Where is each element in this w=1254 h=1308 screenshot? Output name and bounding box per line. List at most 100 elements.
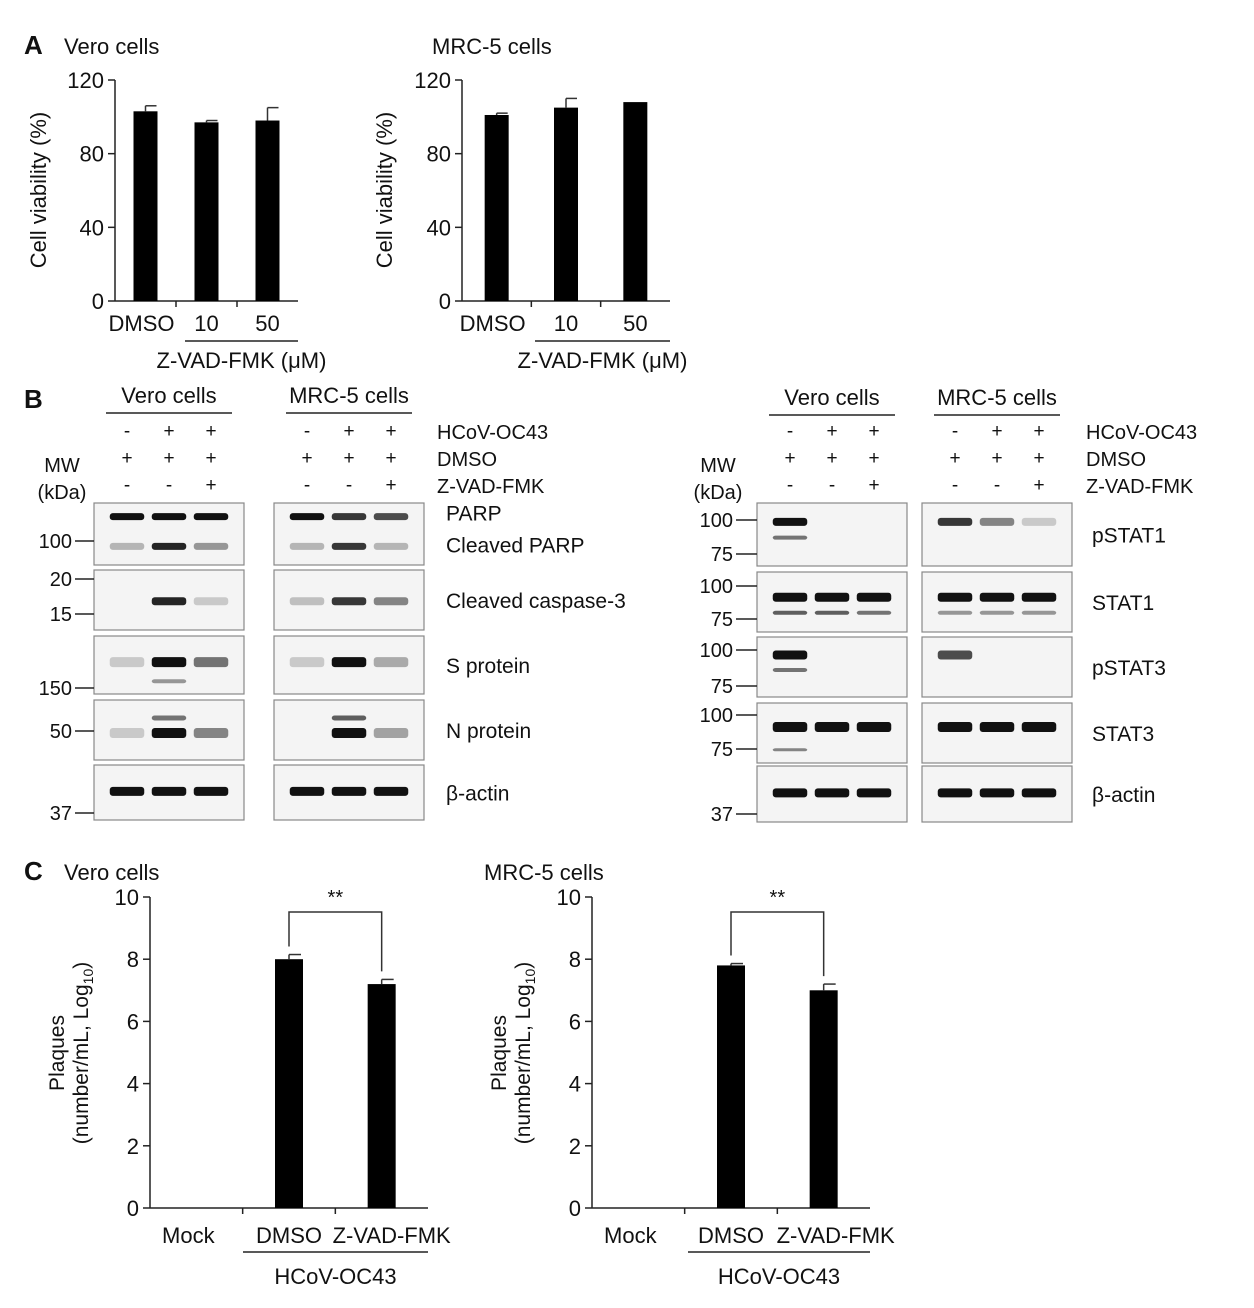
blot-band bbox=[373, 513, 409, 521]
blot-band bbox=[772, 788, 808, 798]
blot-band bbox=[151, 657, 187, 668]
bar bbox=[367, 984, 396, 1208]
chart-c2-ylabel-line1: Plaques bbox=[488, 1015, 511, 1091]
blot-band bbox=[331, 657, 367, 668]
blot-band bbox=[109, 542, 145, 550]
chart-mrc5-plaques: 0 2 4 6 8 10 Mock DMSO Z-VAD-FMK HCoV-OC43 ** bbox=[557, 885, 896, 1289]
condition-sign: + bbox=[991, 448, 1002, 469]
bar bbox=[623, 102, 648, 301]
y-tick-label: 80 bbox=[80, 142, 104, 167]
significance-label: ** bbox=[770, 887, 786, 909]
y-tick-label: 2 bbox=[127, 1134, 139, 1159]
condition-label: DMSO bbox=[437, 449, 497, 471]
blot-group-title: Vero cells bbox=[784, 385, 879, 410]
x-tick-label: DMSO bbox=[460, 311, 526, 336]
mw-unit-label: (kDa) bbox=[694, 482, 743, 504]
blot-band bbox=[979, 610, 1015, 615]
mw-unit-label: (kDa) bbox=[38, 482, 87, 504]
group-label: HCoV-OC43 bbox=[718, 1264, 840, 1289]
condition-sign: + bbox=[343, 448, 354, 469]
blot-band bbox=[772, 722, 808, 732]
panel-label-a: A bbox=[24, 30, 43, 60]
condition-sign: + bbox=[121, 448, 132, 469]
blot-band bbox=[331, 597, 367, 606]
condition-label: DMSO bbox=[1086, 449, 1146, 471]
chart-c2-ylabel: Plaques (number/mL, Log10) bbox=[488, 962, 538, 1145]
blot-band bbox=[109, 657, 145, 668]
y-tick-label: 6 bbox=[569, 1009, 581, 1034]
blot-band bbox=[814, 788, 850, 798]
blot-band bbox=[331, 728, 367, 738]
blot-band bbox=[331, 715, 367, 721]
blot-band bbox=[1021, 610, 1057, 615]
blot-row-label: Cleaved PARP bbox=[446, 535, 585, 558]
chart-mrc5-viability: 0 40 80 120 DMSO 10 50 Z-VAD-FMK (μM) bbox=[414, 68, 687, 373]
condition-sign: - bbox=[304, 421, 310, 442]
condition-sign: - bbox=[952, 421, 958, 442]
mw-marker: 100 bbox=[700, 576, 733, 598]
panel-label-b: B bbox=[24, 384, 43, 414]
blot-band bbox=[979, 722, 1015, 732]
y-tick-label: 40 bbox=[427, 215, 451, 240]
chart-vero-plaques: 0 2 4 6 8 10 Mock DMSO Z-VAD-FMK HCoV-OC43 ** bbox=[115, 885, 452, 1289]
blot-band bbox=[331, 513, 367, 521]
blot-row-label: PARP bbox=[446, 502, 502, 525]
blot-membrane bbox=[756, 502, 908, 567]
x-tick-label: 10 bbox=[194, 311, 218, 336]
blot-band bbox=[856, 788, 892, 798]
y-tick-label: 120 bbox=[67, 68, 104, 93]
x-tick-label: 10 bbox=[554, 311, 578, 336]
blot-row-label: pSTAT3 bbox=[1092, 657, 1166, 680]
condition-sign: + bbox=[826, 421, 837, 442]
condition-sign: + bbox=[1033, 448, 1044, 469]
condition-sign: + bbox=[1033, 421, 1044, 442]
blot-band bbox=[373, 728, 409, 738]
blot-band bbox=[814, 722, 850, 732]
mw-marker: 37 bbox=[50, 803, 72, 825]
blot-membrane bbox=[921, 636, 1073, 698]
condition-label: Z-VAD-FMK bbox=[1086, 476, 1194, 498]
y-tick-label: 6 bbox=[127, 1009, 139, 1034]
mw-marker: 75 bbox=[711, 609, 733, 631]
condition-sign: - bbox=[124, 421, 130, 442]
condition-sign: + bbox=[205, 475, 216, 496]
mw-label: MW bbox=[44, 455, 80, 477]
blot-band bbox=[856, 722, 892, 732]
x-tick-label: Z-VAD-FMK bbox=[333, 1223, 451, 1248]
blot-band bbox=[373, 786, 409, 796]
blot-band bbox=[937, 610, 973, 615]
blot-row-label: STAT3 bbox=[1092, 723, 1154, 746]
blot-band bbox=[772, 535, 808, 540]
blot-band bbox=[979, 517, 1015, 526]
condition-sign: + bbox=[868, 421, 879, 442]
blot-row-label: S protein bbox=[446, 655, 530, 678]
condition-sign: + bbox=[205, 448, 216, 469]
blot-band bbox=[109, 728, 145, 738]
blot-band bbox=[289, 657, 325, 668]
blot-row-label: β-actin bbox=[1092, 784, 1155, 807]
chart-a1-title: Vero cells bbox=[64, 34, 159, 59]
blot-band bbox=[151, 597, 187, 606]
blot-band bbox=[1021, 722, 1057, 732]
bar bbox=[275, 959, 303, 1208]
chart-c1-ylabel-line2: (number/mL, Log10) bbox=[70, 962, 96, 1145]
blot-band bbox=[151, 715, 187, 721]
blot-membrane bbox=[93, 502, 245, 566]
blot-row-label: N protein bbox=[446, 720, 531, 743]
mw-marker: 15 bbox=[50, 604, 72, 626]
mw-marker: 100 bbox=[700, 705, 733, 727]
significance-label: ** bbox=[328, 887, 344, 909]
y-tick-label: 2 bbox=[569, 1134, 581, 1159]
blot-band bbox=[193, 786, 229, 796]
y-tick-label: 0 bbox=[439, 289, 451, 314]
condition-sign: + bbox=[784, 448, 795, 469]
group-label: Z-VAD-FMK (μM) bbox=[157, 348, 327, 373]
bar bbox=[809, 990, 838, 1208]
blot-band bbox=[331, 542, 367, 550]
condition-sign: + bbox=[868, 475, 879, 496]
condition-sign: - bbox=[346, 475, 352, 496]
blot-band bbox=[193, 728, 229, 738]
condition-sign: + bbox=[385, 475, 396, 496]
blot-group-title: MRC-5 cells bbox=[289, 383, 409, 408]
blot-membrane bbox=[273, 502, 425, 566]
